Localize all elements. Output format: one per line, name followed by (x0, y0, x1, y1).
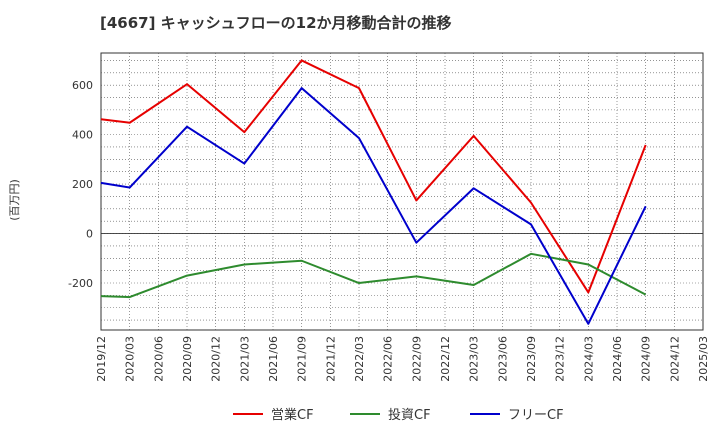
x-tick-label: 2021/09 (296, 336, 309, 382)
x-tick-label: 2025/03 (697, 336, 710, 382)
x-tick-label: 2024/06 (611, 336, 624, 382)
x-tick-label: 2021/03 (238, 336, 251, 382)
x-tick-label: 2021/12 (324, 336, 337, 382)
grid-layer (100, 52, 704, 331)
x-tick-label: 2022/09 (410, 336, 423, 382)
x-tick-label: 2022/03 (353, 336, 366, 382)
x-tick-label: 2023/12 (554, 336, 567, 382)
chart-title: [4667] キャッシュフローの12か月移動合計の推移 (100, 14, 452, 32)
x-tick-label: 2020/12 (210, 336, 223, 382)
y-tick-label: 400 (72, 129, 93, 142)
x-tick-label: 2020/03 (124, 336, 137, 382)
series-line-2 (100, 87, 647, 325)
axes-layer: 2019/12 2020/03 2020/06 2020/09 2020/12 2021/… (68, 79, 710, 382)
legend-label-1: 投資CF (388, 407, 431, 423)
x-tick-label: 2023/03 (468, 336, 481, 382)
y-tick-label: 600 (72, 79, 93, 92)
legend-label-0: 営業CF (271, 407, 314, 423)
y-tick-label: 200 (72, 178, 93, 191)
series-line-0 (100, 59, 647, 294)
y-tick-label: 0 (86, 228, 93, 241)
legend: 営業CF 投資CF フリーCF (233, 407, 564, 423)
x-tick-label: 2020/09 (181, 336, 194, 382)
x-tick-label: 2024/03 (582, 336, 595, 382)
x-tick-label: 2020/06 (152, 336, 165, 382)
x-tick-label: 2022/06 (382, 336, 395, 382)
series-layer (100, 59, 647, 325)
x-tick-label: 2022/12 (439, 336, 452, 382)
x-tick-label: 2021/06 (267, 336, 280, 382)
y-axis-label: (百万円) (8, 179, 21, 221)
x-tick-label: 2024/09 (640, 336, 653, 382)
x-tick-label: 2024/12 (668, 336, 681, 382)
x-tick-label: 2023/06 (496, 336, 509, 382)
x-tick-label: 2019/12 (95, 336, 108, 382)
x-tick-label: 2023/09 (525, 336, 538, 382)
series-line-1 (100, 252, 647, 299)
y-tick-label: -200 (68, 277, 93, 290)
legend-label-2: フリーCF (508, 408, 564, 423)
plot-frame (100, 52, 704, 331)
